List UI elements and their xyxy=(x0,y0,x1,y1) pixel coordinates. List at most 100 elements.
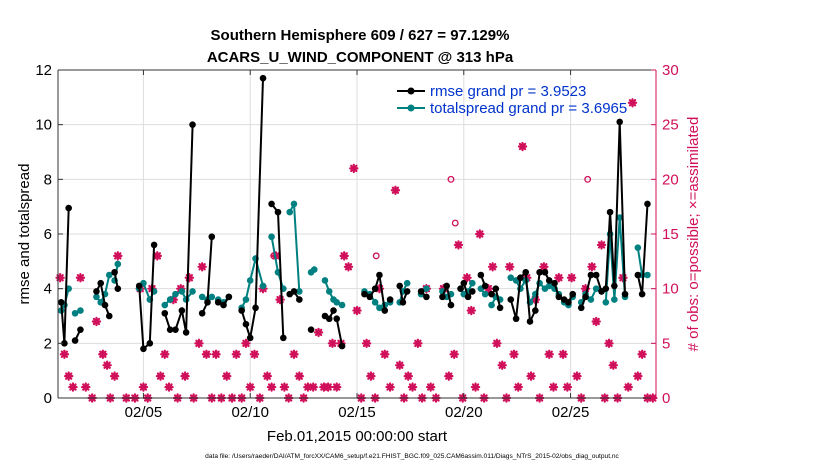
y2-axis-label: # of obs: o=possible; ×=assimilated xyxy=(685,117,702,352)
obs-possible-point xyxy=(447,175,455,183)
chart-title: Southern Hemisphere 609 / 627 = 97.129% xyxy=(211,27,510,44)
obs-star-stroke xyxy=(555,274,563,282)
obs-assimilated-point xyxy=(487,262,498,272)
rmse-line-segment xyxy=(335,318,344,347)
obs-star-stroke xyxy=(467,306,475,315)
legend-rmse-marker xyxy=(407,87,415,95)
rmse-point xyxy=(611,282,618,290)
totalspread-point xyxy=(507,274,515,282)
rmse-point xyxy=(366,293,374,301)
rmse-point xyxy=(551,279,558,287)
obs-star-stroke xyxy=(454,241,463,249)
rmse-point xyxy=(189,121,196,128)
obs-assimilated-point xyxy=(59,349,70,359)
obs-star-stroke xyxy=(76,274,85,282)
totalspread-point xyxy=(93,293,100,301)
rmse-point xyxy=(259,74,267,82)
obs-star-stroke xyxy=(463,274,471,282)
y-tick-label: 8 xyxy=(44,171,52,188)
obs-assimilated-point xyxy=(211,349,221,359)
rmse-point xyxy=(111,268,118,276)
rmse-point xyxy=(565,299,572,306)
obs-star-stroke xyxy=(304,383,312,391)
obs-star-stroke xyxy=(161,350,169,358)
obs-star-stroke xyxy=(518,142,527,151)
obs-assimilated-point xyxy=(245,382,255,392)
obs-star-stroke xyxy=(69,383,77,391)
obs-star-stroke xyxy=(314,328,323,337)
legend-rmse-label: rmse grand pr = 3.9523 xyxy=(430,83,586,100)
y-tick-label: 4 xyxy=(44,281,52,298)
rmse-point xyxy=(268,200,275,208)
rmse-line-segment xyxy=(95,280,111,317)
obs-assimilated-point xyxy=(449,349,459,359)
obs-star-stroke xyxy=(559,350,567,358)
y2-tick-label: 25 xyxy=(662,117,679,134)
y2-tick-label: 20 xyxy=(662,171,679,188)
legend-spread-label: totalspread grand pr = 3.6965 xyxy=(430,100,627,117)
obs-star-stroke xyxy=(506,263,514,271)
rmse-point xyxy=(507,296,515,303)
rmse-point xyxy=(592,271,600,279)
obs-assimilated-point xyxy=(323,382,333,392)
obs-star-stroke xyxy=(60,350,69,358)
rmse-point xyxy=(381,307,389,314)
obs-star-stroke xyxy=(549,383,558,391)
rmse-point xyxy=(296,296,303,303)
obs-assimilated-point xyxy=(294,371,305,381)
obs-assimilated-point xyxy=(113,251,123,261)
obs-assimilated-point xyxy=(390,185,401,195)
rmse-point xyxy=(182,329,190,336)
obs-assimilated-point xyxy=(180,371,190,381)
obs-marks xyxy=(55,98,658,403)
obs-assimilated-point xyxy=(425,382,436,392)
rmse-point xyxy=(460,279,468,287)
obs-assimilated-point xyxy=(339,251,349,261)
x-axis-label: Feb.01,2015 00:00:00 start xyxy=(267,428,448,445)
rmse-point xyxy=(338,342,346,350)
obs-star-stroke xyxy=(295,372,304,380)
x-tick-label: 02/05 xyxy=(125,404,163,421)
rmse-point xyxy=(252,304,259,312)
obs-assimilated-point xyxy=(572,371,582,381)
obs-star-stroke xyxy=(181,372,189,380)
obs-assimilated-point xyxy=(596,240,607,250)
rmse-point xyxy=(220,301,227,309)
obs-star-stroke xyxy=(195,339,203,348)
obs-assimilated-point xyxy=(403,371,413,381)
obs-star-stroke xyxy=(267,383,276,391)
obs-assimilated-point xyxy=(591,316,601,327)
obs-star-stroke xyxy=(597,241,606,249)
rmse-point xyxy=(114,285,122,292)
obs-star-stroke xyxy=(139,383,148,391)
axes: 0 2 4 6 8 10 12 0 5 10 15 20 25 30 02/05 02/10 02/15 02/2… xyxy=(35,62,678,421)
obs-star-stroke xyxy=(628,99,637,107)
obs-assimilated-point xyxy=(413,338,423,349)
rmse-point xyxy=(464,293,472,301)
obs-star-stroke xyxy=(250,350,259,358)
rmse-point xyxy=(161,309,169,317)
rmse-point xyxy=(492,285,500,292)
rmse-point xyxy=(150,241,158,249)
totalspread-point xyxy=(587,296,595,303)
obs-star-stroke xyxy=(290,350,298,358)
rmse-point xyxy=(386,296,394,303)
obs-assimilated-point xyxy=(497,360,507,370)
y-tick-label: 6 xyxy=(44,226,52,243)
obs-assimilated-point xyxy=(604,338,614,349)
obs-assimilated-point xyxy=(279,382,290,392)
totalspread-point xyxy=(321,277,329,284)
obs-star-stroke xyxy=(408,383,417,391)
obs-star-stroke xyxy=(350,164,358,173)
rmse-point xyxy=(541,268,549,276)
obs-assimilated-point xyxy=(249,349,260,359)
y2-tick-label: 10 xyxy=(662,281,679,298)
obs-star-stroke xyxy=(563,383,572,391)
obs-assimilated-point xyxy=(558,349,568,359)
rmse-point xyxy=(469,288,476,295)
obs-assimilated-point xyxy=(566,273,577,283)
obs-star-stroke xyxy=(333,383,341,391)
obs-assimilated-point xyxy=(453,240,464,250)
obs-star-stroke xyxy=(476,230,484,238)
totalspread-point xyxy=(481,290,489,298)
